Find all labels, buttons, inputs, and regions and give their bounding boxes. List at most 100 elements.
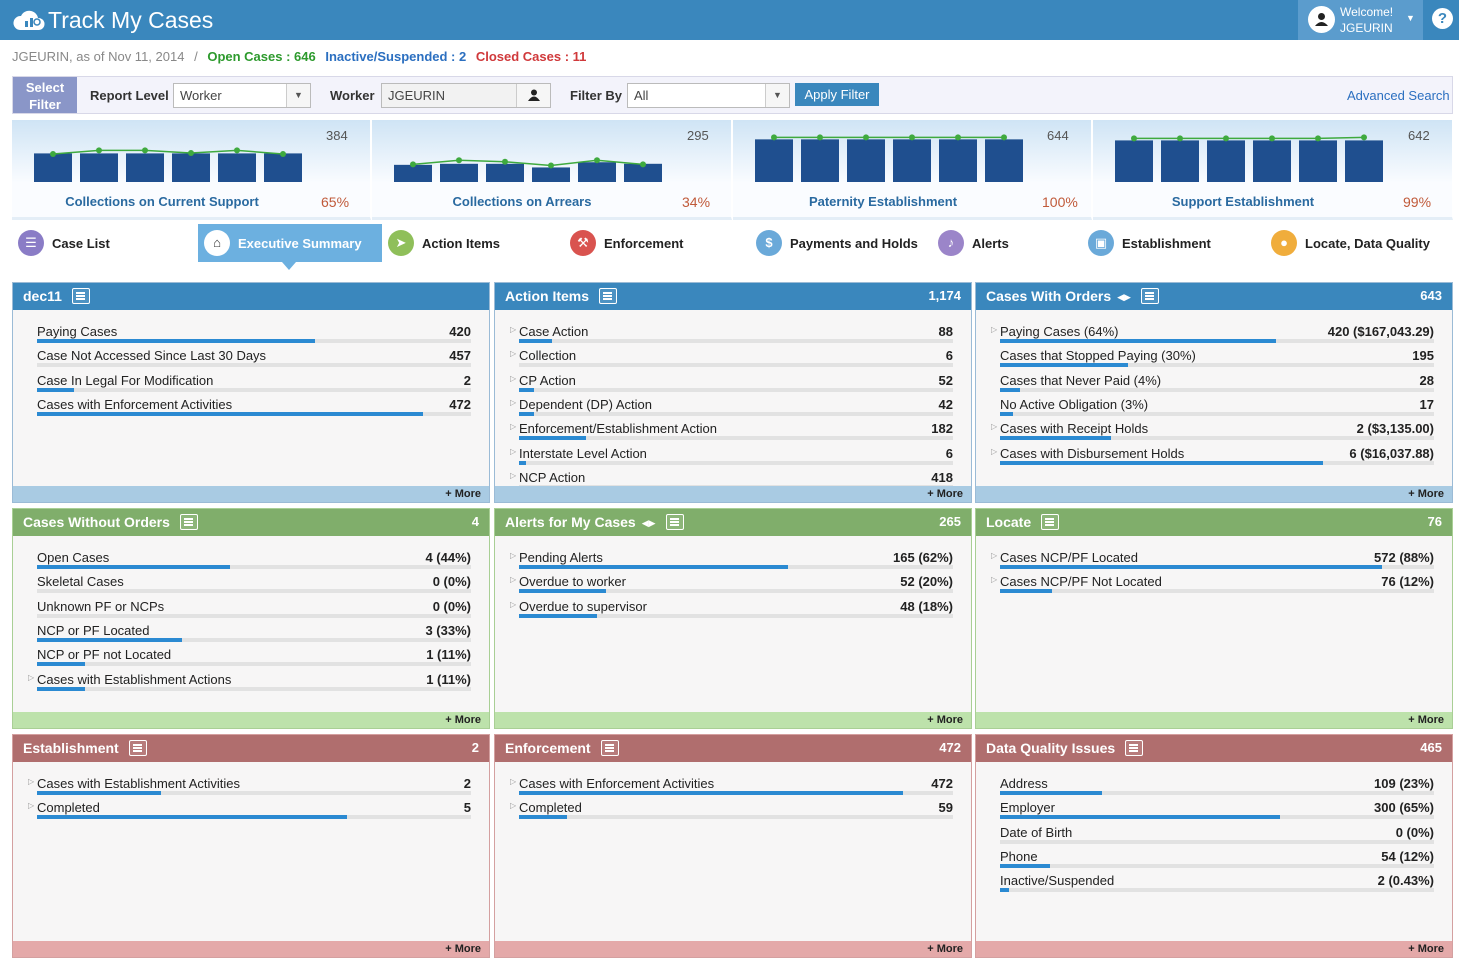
expand-arrow-icon[interactable]: ▷ [991,422,998,432]
kpi-card[interactable]: 642 Support Establishment 99% [1093,120,1453,220]
more-link[interactable]: + More [13,941,489,957]
list-item[interactable]: ▷ CP Action 52 [510,369,953,393]
expand-arrow-icon[interactable]: ▷ [510,599,517,609]
notes-icon[interactable] [1125,740,1144,756]
list-item[interactable]: Address 109 (23%) [1000,772,1434,796]
expand-arrow-icon[interactable]: ▷ [510,373,517,383]
list-item[interactable]: Date of Birth 0 (0%) [1000,821,1434,845]
kpi-card[interactable]: 384 Collections on Current Support 65% [12,120,371,220]
list-item[interactable]: ▷ Cases with Establishment Activities 2 [28,772,471,796]
panel-title[interactable]: Cases Without Orders [23,514,170,530]
list-item[interactable]: ▷ Completed 59 [510,796,953,820]
more-link[interactable]: + More [13,486,489,502]
expand-arrow-icon[interactable]: ▷ [510,422,517,432]
list-item[interactable]: Case Not Accessed Since Last 30 Days 457 [37,344,471,368]
more-link[interactable]: + More [495,486,971,502]
more-link[interactable]: + More [976,941,1452,957]
notes-icon[interactable] [1041,514,1060,530]
list-item[interactable]: ▷ Enforcement/Establishment Action 182 [510,417,953,441]
list-item[interactable]: Phone 54 (12%) [1000,845,1434,869]
closed-cases-link[interactable]: Closed Cases : 11 [475,49,587,64]
expand-arrow-icon[interactable]: ▷ [510,349,517,359]
list-item[interactable]: Skeletal Cases 0 (0%) [37,570,471,594]
expand-arrow-icon[interactable]: ▷ [510,446,517,456]
list-item[interactable]: ▷ Cases NCP/PF Not Located 76 (12%) [991,570,1434,594]
filter-by-select[interactable]: All ▼ [627,83,790,108]
list-item[interactable]: NCP or PF not Located 1 (11%) [37,643,471,667]
panel-title[interactable]: Alerts for My Cases [505,514,636,530]
kpi-card[interactable]: 644 Paternity Establishment 100% [733,120,1092,220]
list-item[interactable]: Case In Legal For Modification 2 [37,369,471,393]
list-item[interactable]: ▷ Completed 5 [28,796,471,820]
tab-action-items[interactable]: ➤ Action Items [382,224,562,262]
notes-icon[interactable] [665,514,684,530]
toggle-arrows-icon[interactable]: ◀▶ [641,518,656,528]
kpi-card[interactable]: 295 Collections on Arrears 34% [372,120,732,220]
notes-icon[interactable] [1140,288,1159,304]
notes-icon[interactable] [600,740,619,756]
tab-executive-summary[interactable]: ⌂ Executive Summary [198,224,382,270]
list-item[interactable]: ▷ Overdue to supervisor 48 (18%) [510,595,953,619]
more-link[interactable]: + More [495,941,971,957]
list-item[interactable]: ▷ Cases with Receipt Holds 2 ($3,135.00) [991,417,1434,441]
panel-title[interactable]: Cases With Orders [986,288,1112,304]
expand-arrow-icon[interactable]: ▷ [510,470,517,480]
select-filter-button[interactable]: Select Filter [13,77,77,113]
list-item[interactable]: Inactive/Suspended 2 (0.43%) [1000,869,1434,893]
help-button[interactable]: ? [1432,8,1453,29]
expand-arrow-icon[interactable]: ▷ [991,551,998,560]
list-item[interactable]: Cases with Enforcement Activities 472 [37,393,471,417]
tab-establishment[interactable]: ▣ Establishment [1082,224,1262,262]
expand-arrow-icon[interactable]: ▷ [510,777,517,786]
list-item[interactable]: ▷ Cases with Disbursement Holds 6 ($16,037… [991,442,1434,466]
expand-arrow-icon[interactable]: ▷ [991,575,998,585]
expand-arrow-icon[interactable]: ▷ [28,801,35,811]
expand-arrow-icon[interactable]: ▷ [510,575,517,585]
notes-icon[interactable] [179,514,198,530]
expand-arrow-icon[interactable]: ▷ [28,672,35,682]
list-item[interactable]: ▷ Collection 6 [510,344,953,368]
tab-payments-and-holds[interactable]: $ Payments and Holds [750,224,930,262]
more-link[interactable]: + More [976,486,1452,502]
report-level-select[interactable]: Worker ▼ [173,83,311,108]
notes-icon[interactable] [599,288,618,304]
list-item[interactable]: ▷ Paying Cases (64%) 420 ($167,043.29) [991,320,1434,344]
list-item[interactable]: ▷ Overdue to worker 52 (20%) [510,570,953,594]
expand-arrow-icon[interactable]: ▷ [510,551,517,560]
panel-title[interactable]: Locate [986,514,1032,530]
panel-title[interactable]: Enforcement [505,740,591,756]
tab-alerts[interactable]: ♪ Alerts [932,224,1078,262]
list-item[interactable]: Cases that Never Paid (4%) 28 [1000,369,1434,393]
list-item[interactable]: No Active Obligation (3%) 17 [1000,393,1434,417]
toggle-arrows-icon[interactable]: ◀▶ [1117,292,1131,302]
tab-locate-data-quality[interactable]: ● Locate, Data Quality [1265,224,1453,262]
list-item[interactable]: NCP or PF Located 3 (33%) [37,619,471,643]
list-item[interactable]: Employer 300 (65%) [1000,796,1434,820]
more-link[interactable]: + More [13,712,489,728]
panel-title[interactable]: Establishment [23,740,119,756]
user-menu[interactable]: Welcome! JGEURIN ▼ [1298,0,1423,40]
list-item[interactable]: ▷ Pending Alerts 165 (62%) [510,546,953,570]
more-link[interactable]: + More [495,712,971,728]
expand-arrow-icon[interactable]: ▷ [991,446,998,456]
panel-title[interactable]: Data Quality Issues [986,740,1116,756]
notes-icon[interactable] [128,740,147,756]
expand-arrow-icon[interactable]: ▷ [510,397,517,407]
panel-title[interactable]: dec11 [23,288,62,304]
expand-arrow-icon[interactable]: ▷ [28,777,35,786]
list-item[interactable]: ▷ Cases with Establishment Actions 1 (11%) [28,668,471,692]
open-cases-link[interactable]: Open Cases : 646 [207,49,316,64]
list-item[interactable]: ▷ Interstate Level Action 6 [510,442,953,466]
worker-field[interactable]: JGEURIN [381,83,551,108]
expand-arrow-icon[interactable]: ▷ [510,325,517,334]
more-link[interactable]: + More [976,712,1452,728]
user-lookup-icon[interactable] [516,84,550,107]
expand-arrow-icon[interactable]: ▷ [991,325,998,334]
list-item[interactable]: Paying Cases 420 [37,320,471,344]
list-item[interactable]: Open Cases 4 (44%) [37,546,471,570]
list-item[interactable]: Unknown PF or NCPs 0 (0%) [37,595,471,619]
tab-case-list[interactable]: ☰ Case List [12,224,192,262]
expand-arrow-icon[interactable]: ▷ [510,801,517,811]
advanced-search-link[interactable]: Advanced Search [1347,88,1450,103]
list-item[interactable]: Cases that Stopped Paying (30%) 195 [1000,344,1434,368]
